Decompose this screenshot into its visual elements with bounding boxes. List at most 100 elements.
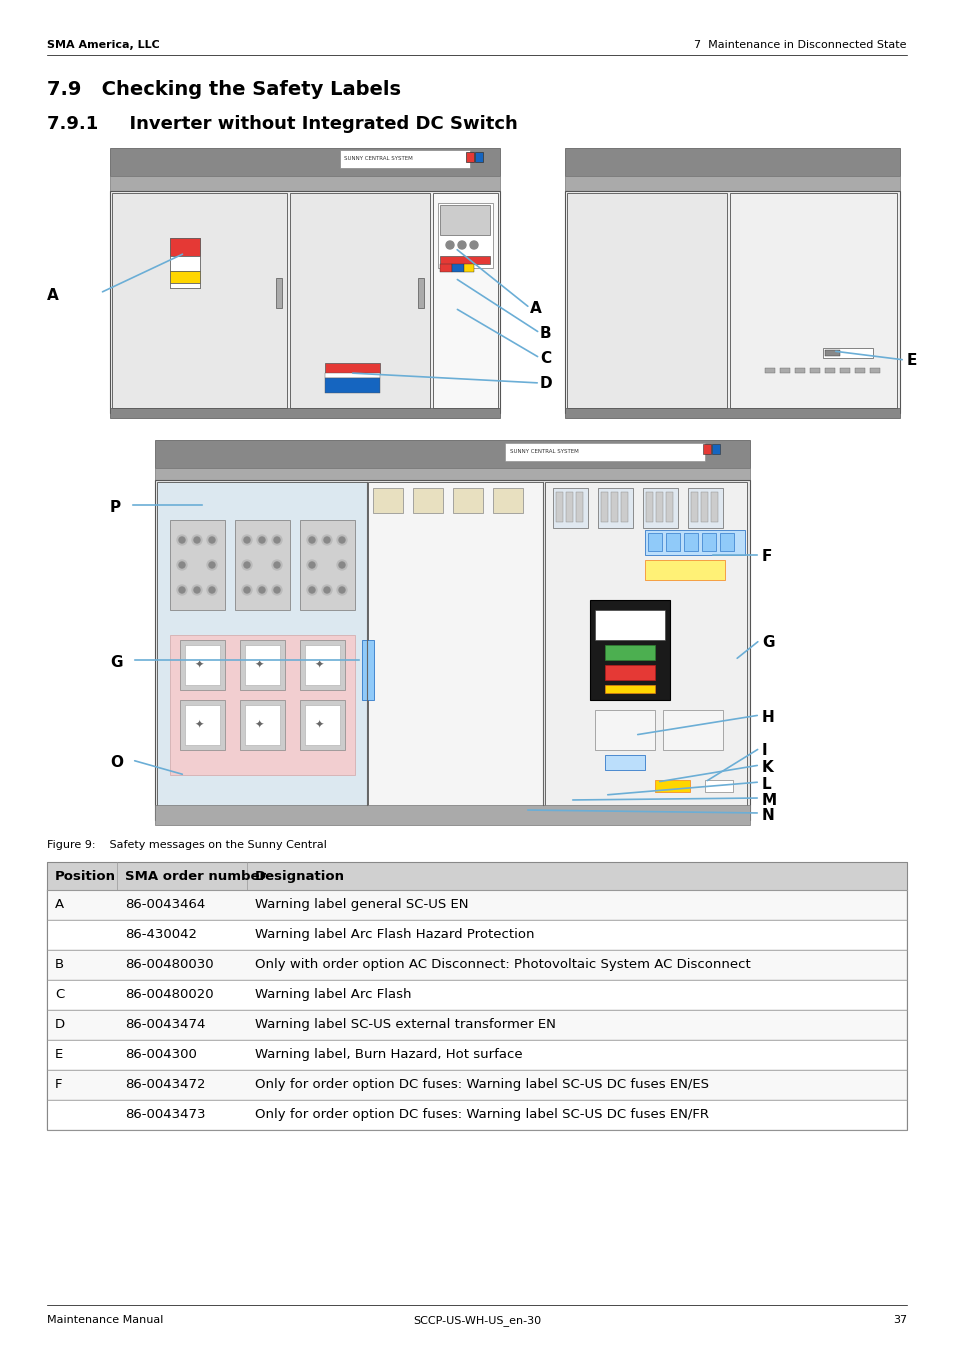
Bar — [598, 487, 633, 528]
Text: Designation: Designation — [254, 869, 345, 883]
Bar — [275, 278, 282, 308]
Bar — [305, 645, 339, 684]
Text: A: A — [530, 301, 541, 316]
Bar — [185, 705, 220, 745]
Circle shape — [336, 585, 347, 595]
Bar — [729, 193, 896, 408]
Text: ✦: ✦ — [314, 720, 324, 730]
Text: SMA America, LLC: SMA America, LLC — [47, 40, 159, 50]
Bar — [463, 265, 474, 271]
Text: ✦: ✦ — [194, 660, 204, 670]
Text: Warning label, Burn Hazard, Hot surface: Warning label, Burn Hazard, Hot surface — [254, 1048, 522, 1061]
Bar — [644, 531, 744, 555]
Bar — [439, 256, 490, 265]
Bar — [245, 705, 280, 745]
Bar — [453, 487, 482, 513]
Text: SUNNY CENTRAL SYSTEM: SUNNY CENTRAL SYSTEM — [510, 450, 578, 454]
Text: 86-430042: 86-430042 — [125, 927, 196, 941]
Text: ✦: ✦ — [254, 720, 264, 730]
Circle shape — [207, 535, 216, 545]
Bar — [822, 348, 872, 358]
Bar — [47, 1071, 906, 1100]
Bar — [170, 271, 200, 284]
Circle shape — [457, 242, 465, 248]
Bar — [234, 520, 290, 610]
Circle shape — [177, 585, 187, 595]
Text: 7  Maintenance in Disconnected State: 7 Maintenance in Disconnected State — [694, 40, 906, 50]
Bar — [704, 780, 732, 792]
Bar — [610, 491, 618, 522]
Bar — [764, 369, 774, 373]
Bar — [566, 193, 726, 408]
Text: ✦: ✦ — [314, 660, 324, 670]
Bar — [656, 491, 662, 522]
Text: Warning label SC-US external transformer EN: Warning label SC-US external transformer… — [254, 1018, 556, 1031]
Circle shape — [242, 585, 252, 595]
Text: ✦: ✦ — [254, 660, 264, 670]
Text: N: N — [761, 809, 774, 824]
Bar — [185, 645, 220, 684]
Bar — [576, 491, 582, 522]
Circle shape — [244, 587, 250, 593]
Circle shape — [209, 562, 214, 568]
Bar — [702, 444, 710, 454]
Text: G: G — [761, 634, 774, 649]
Bar — [245, 645, 280, 684]
Circle shape — [244, 562, 250, 568]
Bar — [645, 491, 652, 522]
Text: Only with order option AC Disconnect: Photovoltaic System AC Disconnect: Only with order option AC Disconnect: Ph… — [254, 958, 750, 971]
Bar — [170, 634, 355, 775]
Bar — [504, 443, 704, 460]
Bar — [665, 491, 672, 522]
Text: E: E — [55, 1048, 63, 1061]
Circle shape — [242, 560, 252, 570]
Bar — [433, 193, 497, 408]
Circle shape — [242, 535, 252, 545]
Bar — [604, 666, 655, 680]
Bar — [170, 284, 200, 288]
Text: 86-0043474: 86-0043474 — [125, 1018, 205, 1031]
Text: A: A — [55, 898, 64, 911]
Bar — [180, 640, 225, 690]
Circle shape — [307, 535, 316, 545]
Bar — [809, 369, 820, 373]
Bar — [373, 487, 402, 513]
Bar — [170, 238, 200, 256]
Bar — [170, 238, 200, 288]
Bar — [47, 863, 906, 890]
Bar — [47, 980, 906, 1010]
Bar — [339, 150, 470, 167]
Text: F: F — [761, 549, 772, 564]
Bar — [325, 378, 379, 393]
Text: 86-0043473: 86-0043473 — [125, 1108, 205, 1120]
Text: SUNNY CENTRAL SYSTEM: SUNNY CENTRAL SYSTEM — [344, 157, 413, 161]
Bar — [595, 710, 655, 751]
Bar — [544, 482, 746, 815]
Bar — [824, 369, 834, 373]
Bar — [565, 491, 573, 522]
Bar — [110, 408, 499, 418]
Text: 86-0043464: 86-0043464 — [125, 898, 205, 911]
Bar — [620, 491, 627, 522]
Text: 7.9   Checking the Safety Labels: 7.9 Checking the Safety Labels — [47, 80, 400, 99]
Bar — [720, 533, 733, 551]
Text: D: D — [55, 1018, 65, 1031]
Text: D: D — [539, 377, 552, 392]
Circle shape — [470, 242, 477, 248]
Text: 86-00480030: 86-00480030 — [125, 958, 213, 971]
Text: SCCP-US-WH-US_en-30: SCCP-US-WH-US_en-30 — [413, 1315, 540, 1326]
Text: F: F — [55, 1079, 63, 1091]
Circle shape — [207, 560, 216, 570]
Text: L: L — [761, 778, 771, 792]
Bar — [662, 710, 722, 751]
Bar — [299, 701, 345, 751]
Bar — [157, 482, 367, 815]
Bar — [170, 256, 200, 271]
Bar — [780, 369, 789, 373]
Text: Figure 9:    Safety messages on the Sunny Central: Figure 9: Safety messages on the Sunny C… — [47, 840, 327, 850]
Bar — [869, 369, 879, 373]
Bar — [325, 363, 379, 373]
Bar — [647, 533, 661, 551]
Bar — [413, 487, 442, 513]
Circle shape — [336, 560, 347, 570]
